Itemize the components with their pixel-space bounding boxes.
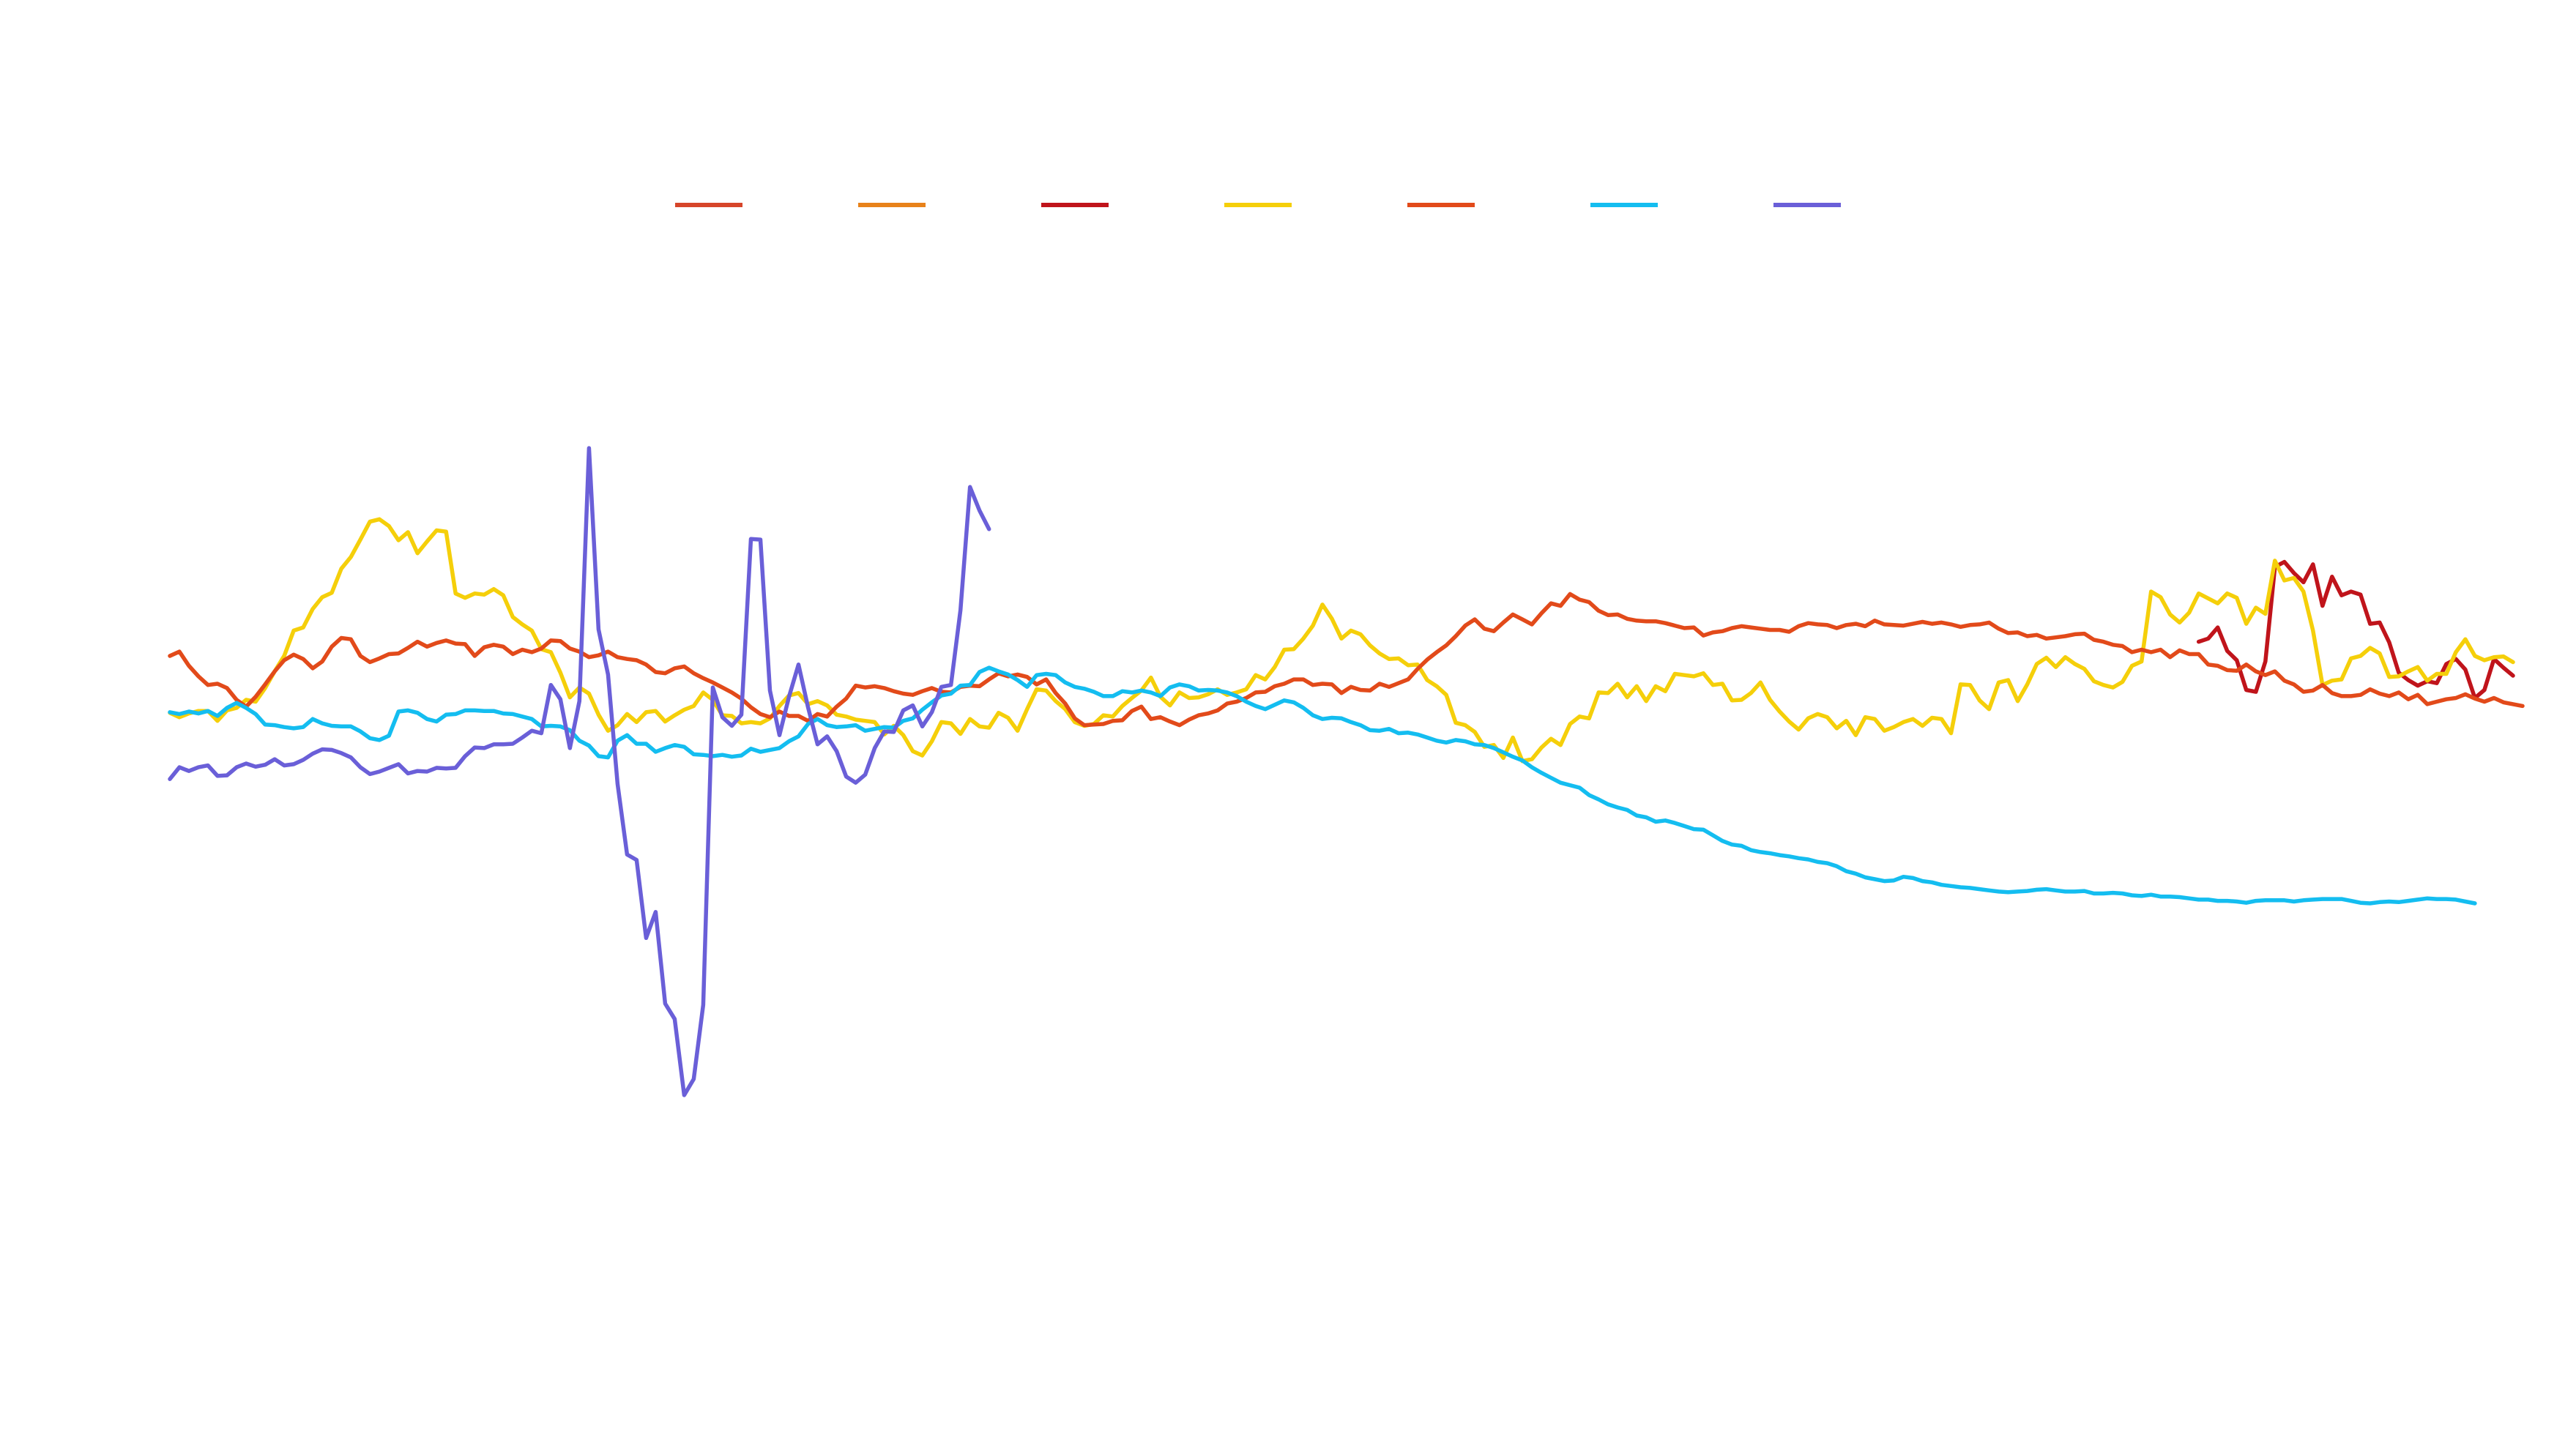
series-line-7 [168,446,991,1097]
series-line-4 [168,517,2515,764]
series-line-5 [168,591,2525,728]
plot-area [168,446,2525,1097]
series-line-3 [2196,559,2515,701]
series-line-6 [168,665,2477,906]
